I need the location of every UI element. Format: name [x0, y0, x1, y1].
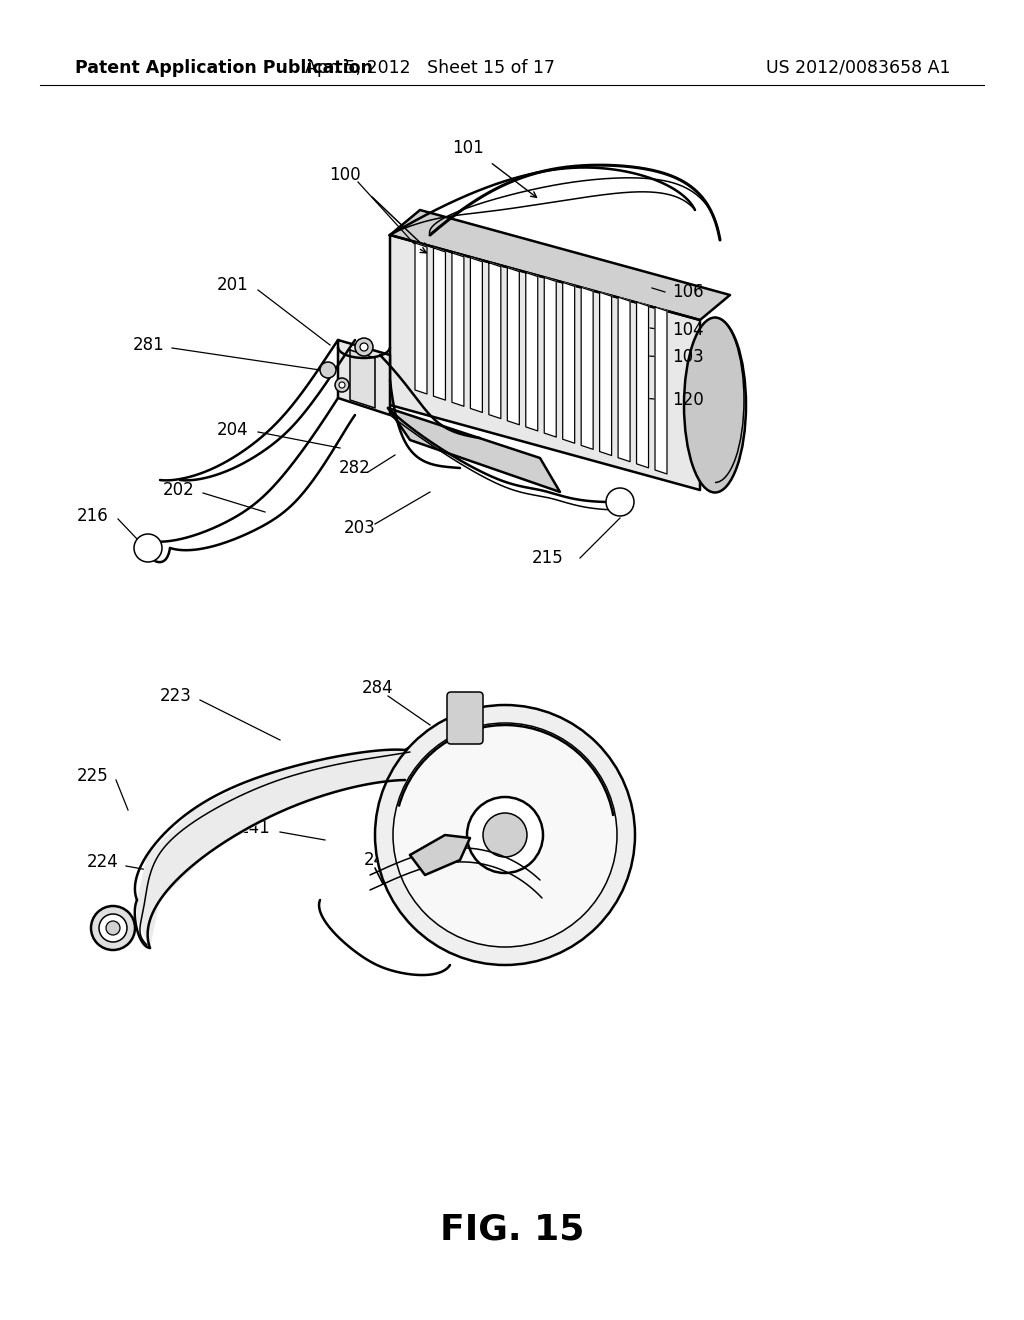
Circle shape — [606, 488, 634, 516]
Circle shape — [99, 913, 127, 942]
Polygon shape — [525, 272, 538, 430]
Ellipse shape — [684, 318, 746, 492]
Text: 282: 282 — [339, 459, 371, 477]
Circle shape — [106, 921, 120, 935]
Polygon shape — [410, 836, 470, 875]
Polygon shape — [390, 235, 700, 490]
Text: 225: 225 — [76, 767, 108, 785]
Text: 204: 204 — [216, 421, 248, 440]
Text: 106: 106 — [672, 282, 703, 301]
Polygon shape — [637, 302, 648, 467]
Polygon shape — [415, 243, 427, 393]
Circle shape — [393, 723, 617, 946]
Polygon shape — [452, 253, 464, 407]
Text: 224: 224 — [86, 853, 118, 871]
Circle shape — [335, 378, 349, 392]
Polygon shape — [350, 350, 375, 408]
Polygon shape — [137, 750, 406, 948]
Circle shape — [483, 813, 527, 857]
Text: 101: 101 — [453, 139, 484, 157]
Polygon shape — [470, 257, 482, 412]
Polygon shape — [507, 268, 519, 425]
Text: 120: 120 — [672, 391, 703, 409]
Text: 202: 202 — [163, 480, 195, 499]
Text: 231: 231 — [556, 733, 588, 751]
Circle shape — [91, 906, 135, 950]
Circle shape — [375, 705, 635, 965]
Polygon shape — [544, 277, 556, 437]
FancyBboxPatch shape — [447, 692, 483, 744]
Text: 216: 216 — [76, 507, 108, 525]
Text: Patent Application Publication: Patent Application Publication — [75, 59, 373, 77]
Polygon shape — [618, 297, 630, 462]
Circle shape — [355, 338, 373, 356]
Text: 241: 241 — [239, 818, 270, 837]
Text: 203: 203 — [344, 519, 376, 537]
Text: 215: 215 — [532, 549, 564, 568]
Text: 281: 281 — [132, 337, 164, 354]
Polygon shape — [600, 292, 611, 455]
Circle shape — [134, 535, 162, 562]
Text: FIG. 15: FIG. 15 — [440, 1213, 584, 1247]
Text: 100: 100 — [329, 166, 360, 183]
Polygon shape — [338, 341, 390, 414]
Polygon shape — [655, 308, 667, 474]
Text: 104: 104 — [672, 321, 703, 339]
Text: Apr. 5, 2012   Sheet 15 of 17: Apr. 5, 2012 Sheet 15 of 17 — [305, 59, 555, 77]
Text: 283: 283 — [556, 770, 588, 787]
Circle shape — [360, 343, 368, 351]
Polygon shape — [433, 248, 445, 400]
Text: 201: 201 — [216, 276, 248, 294]
Polygon shape — [388, 408, 560, 492]
Polygon shape — [390, 210, 730, 319]
Text: 223: 223 — [160, 686, 193, 705]
Text: 284: 284 — [362, 678, 394, 697]
Text: 103: 103 — [672, 348, 703, 366]
Text: US 2012/0083658 A1: US 2012/0083658 A1 — [766, 59, 950, 77]
Polygon shape — [488, 263, 501, 418]
Circle shape — [319, 362, 336, 378]
Text: 242: 242 — [365, 851, 396, 869]
Circle shape — [467, 797, 543, 873]
Circle shape — [339, 381, 345, 388]
Polygon shape — [563, 282, 574, 444]
Polygon shape — [582, 288, 593, 449]
